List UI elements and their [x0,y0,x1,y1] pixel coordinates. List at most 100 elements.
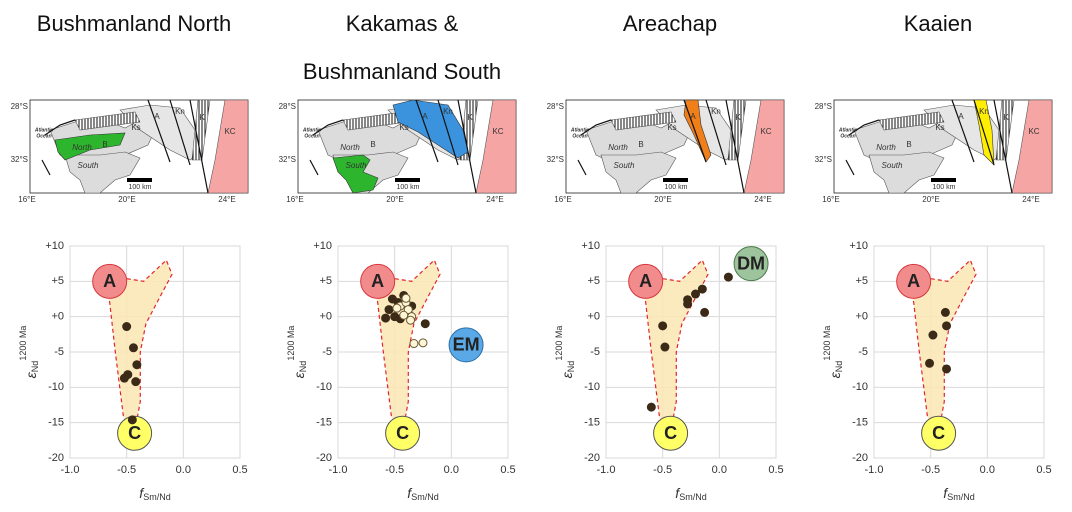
data-point [683,299,693,309]
data-point [925,358,935,368]
y-axis-label-sup: 1200 Ma [286,326,296,361]
y-tick-label: +0 [855,311,868,323]
panel-title: Areachap [622,11,718,36]
map-boundary [147,99,171,163]
map-region-label: South [614,161,635,170]
field-envelope [105,259,173,431]
data-point [646,402,656,412]
data-point [384,305,394,315]
x-axis-label: fSm/Nd [943,485,974,503]
map-region-label: A [154,112,160,121]
map-area [600,151,677,194]
data-point [406,315,416,325]
map-area [207,99,249,194]
y-tick-label: +10 [45,240,64,252]
data-point [127,415,137,425]
x-axis-label-symbol: f [943,485,949,501]
x-axis-label-sub: Sm/Nd [143,492,171,502]
y-axis-label: εNd1200 Ma [286,326,308,379]
y-tick-label: +5 [587,275,600,287]
data-point [381,313,391,323]
end-member-label: A [103,271,116,291]
end-member-label: C [664,423,677,443]
data-point [119,373,129,383]
y-tick-label: -20 [852,452,868,464]
x-tick-label: 0.5 [500,464,515,476]
y-tick-label: -5 [322,346,332,358]
y-tick-label: -5 [858,346,868,358]
map-ocean-label: Atlantic [302,127,322,133]
y-axis-label-sup: 1200 Ma [18,326,28,361]
y-axis-label: εNd1200 Ma [18,326,40,379]
map-lon-label: 20°E [386,195,403,204]
y-axis-label-sub: Nd [834,361,844,373]
y-axis-label-symbol: ε [291,371,307,378]
map-lat-label: 32°S [11,155,28,164]
end-member-label: A [371,271,384,291]
y-axis-label: εNd1200 Ma [822,326,844,379]
map-region-label: K [467,113,473,122]
map-region-label: A [958,112,964,121]
x-tick-label: 0.0 [444,464,459,476]
map-region-label: North [876,143,896,152]
map-scale-label: 100 km [397,184,420,191]
x-axis-label: fSm/Nd [139,485,170,503]
end-member-label: DM [737,253,765,273]
y-tick-label: -20 [48,452,64,464]
data-point [658,321,668,331]
data-point [401,293,411,303]
x-axis-label-symbol: f [139,485,145,501]
map-highlight [392,99,469,159]
map-lat-label: 28°S [815,102,832,111]
end-member [896,263,932,299]
end-member [385,415,421,451]
map-region-label: North [608,143,628,152]
y-tick-label: -10 [852,381,868,393]
map-lat-label: 28°S [279,102,296,111]
y-tick-label: -15 [316,417,332,429]
map-scale-bar [395,178,420,182]
end-member [921,415,957,451]
x-tick-label: -1.0 [865,464,884,476]
y-axis-label: εNd1200 Ma [554,326,576,379]
data-point [132,360,142,370]
map-scale-bar [931,178,956,182]
y-tick-label: +10 [581,240,600,252]
map-boundary [951,99,975,163]
y-tick-label: +5 [51,275,64,287]
map-ocean-label: Ocean [304,133,319,139]
map-boundary [705,99,727,166]
map-lon-label: 16°E [286,195,303,204]
x-tick-label: -0.5 [921,464,940,476]
data-point [697,284,707,294]
y-tick-label: +0 [319,311,332,323]
y-tick-label: +10 [313,240,332,252]
x-tick-label: 0.0 [712,464,727,476]
end-member [653,415,689,451]
map-scale-bar [127,178,152,182]
x-tick-label: -1.0 [597,464,616,476]
map-region-label: South [346,161,367,170]
map-region-label: B [370,140,375,149]
map-boundary [993,99,1013,194]
end-member-label: C [932,423,945,443]
map-scale-bar [663,178,688,182]
map-region-label: Ks [935,123,944,132]
map-lat-label: 32°S [815,155,832,164]
data-point [392,303,402,313]
y-tick-label: -10 [316,381,332,393]
map-region-label: KC [224,127,235,136]
data-point [942,321,952,331]
y-tick-label: +0 [587,311,600,323]
y-axis-label-sub: Nd [30,361,40,373]
x-tick-label: 0.0 [176,464,191,476]
map-region-label: B [906,140,911,149]
map-lon-label: 24°E [218,195,235,204]
map-region-label: Ks [667,123,676,132]
panel-title: Bushmanland North [36,11,232,36]
data-point [399,310,409,320]
x-tick-label: 0.5 [232,464,247,476]
